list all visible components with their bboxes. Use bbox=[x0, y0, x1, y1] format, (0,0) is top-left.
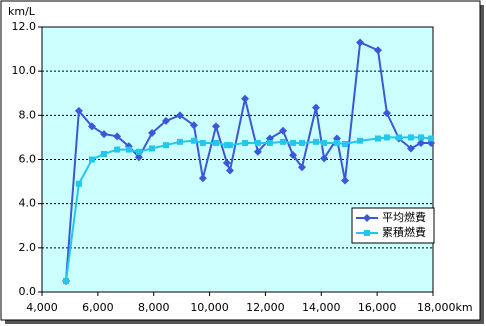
point bbox=[189, 121, 198, 130]
point bbox=[321, 139, 328, 146]
point bbox=[342, 141, 349, 148]
point bbox=[406, 144, 415, 153]
point bbox=[311, 103, 320, 112]
legend-label: 平均燃費 bbox=[382, 210, 426, 224]
point bbox=[176, 138, 183, 145]
point bbox=[100, 130, 109, 139]
y-tick-label: 10.0 bbox=[12, 64, 37, 77]
x-tick-label: 16,000 bbox=[358, 301, 397, 314]
point bbox=[266, 139, 273, 146]
point bbox=[383, 134, 390, 141]
point bbox=[253, 147, 262, 156]
point bbox=[148, 129, 157, 137]
point bbox=[163, 142, 170, 149]
point bbox=[212, 139, 219, 146]
point bbox=[63, 277, 70, 284]
point bbox=[254, 139, 261, 146]
point bbox=[417, 134, 424, 141]
point bbox=[135, 148, 142, 155]
point bbox=[428, 135, 435, 142]
y-tick-label: 12.0 bbox=[12, 20, 37, 33]
point bbox=[149, 145, 156, 152]
point bbox=[175, 111, 184, 120]
point bbox=[280, 138, 287, 145]
point bbox=[373, 46, 382, 55]
point bbox=[395, 134, 402, 141]
point bbox=[299, 139, 306, 146]
point bbox=[356, 38, 365, 47]
legend-marker bbox=[364, 230, 370, 236]
point bbox=[75, 180, 82, 187]
point bbox=[416, 138, 425, 147]
point bbox=[226, 142, 233, 149]
y-tick-label: 2.0 bbox=[19, 241, 37, 254]
point bbox=[225, 166, 234, 175]
point bbox=[357, 137, 364, 144]
point bbox=[289, 151, 298, 160]
point bbox=[88, 156, 95, 163]
x-tick-label: 18,000km bbox=[417, 301, 473, 314]
point bbox=[125, 146, 132, 153]
y-tick-label: 6.0 bbox=[19, 153, 37, 166]
y-axis-label: km/L bbox=[8, 5, 36, 18]
x-tick-label: 10,000 bbox=[190, 301, 229, 314]
point bbox=[333, 139, 340, 146]
x-tick-label: 12,000 bbox=[246, 301, 285, 314]
point bbox=[114, 146, 121, 153]
point bbox=[74, 106, 83, 115]
x-tick-label: 14,000 bbox=[302, 301, 341, 314]
point bbox=[199, 139, 206, 146]
point bbox=[223, 142, 230, 149]
legend-label: 累積燃費 bbox=[382, 225, 426, 239]
point bbox=[241, 94, 250, 103]
legend-box bbox=[351, 207, 435, 244]
point bbox=[198, 174, 207, 183]
y-tick-label: 4.0 bbox=[19, 197, 37, 210]
point bbox=[211, 122, 220, 131]
point bbox=[374, 135, 381, 142]
point bbox=[190, 137, 197, 144]
point bbox=[290, 139, 297, 146]
point bbox=[298, 163, 307, 172]
x-tick-label: 6,000 bbox=[82, 301, 114, 314]
point bbox=[407, 134, 414, 141]
point bbox=[279, 126, 288, 135]
point bbox=[341, 176, 350, 185]
point bbox=[382, 109, 391, 118]
point bbox=[101, 150, 108, 157]
point bbox=[222, 158, 231, 167]
x-tick-label: 8,000 bbox=[138, 301, 170, 314]
x-tick-label: 4,000 bbox=[26, 301, 58, 314]
point bbox=[242, 139, 249, 146]
point bbox=[320, 154, 329, 163]
point bbox=[162, 116, 171, 125]
point bbox=[87, 122, 96, 131]
y-tick-label: 8.0 bbox=[19, 108, 37, 121]
point bbox=[312, 138, 319, 145]
point bbox=[134, 153, 143, 162]
point bbox=[113, 132, 122, 141]
y-tick-label: 0.0 bbox=[19, 285, 37, 298]
legend-marker bbox=[363, 214, 371, 222]
